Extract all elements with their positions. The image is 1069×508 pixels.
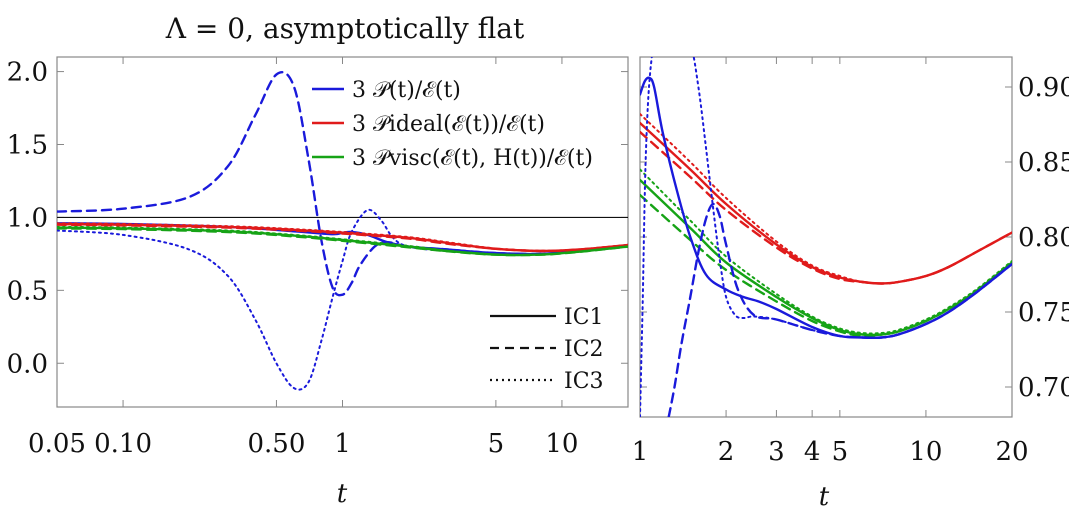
color-legend-label: 3 𝒫ideal(ℰ(t))/ℰ(t) [352, 112, 545, 137]
y-tick-label: 1.5 [7, 131, 48, 161]
x-tick-label: 10 [909, 437, 942, 467]
x-tick-label: 0.50 [247, 429, 305, 459]
series-line-0 [640, 121, 1012, 285]
left-panel: 0.05 0.10 0.50 1 5 10 0.0 0.5 1.0 1.5 2.0 3 𝒫(t)/ℰ… [7, 56, 629, 459]
y-tick-label: 1.0 [7, 203, 48, 233]
left-x-axis-label: t [337, 479, 348, 508]
series-line-7 [57, 227, 628, 257]
x-tick-label: 20 [995, 437, 1028, 467]
color-legend: 3 𝒫(t)/ℰ(t) 3 𝒫ideal(ℰ(t))/ℰ(t) 3 𝒫visc(ℰ(… [312, 78, 593, 171]
series-line-5 [640, 168, 1012, 335]
x-tick-label: 0.10 [94, 429, 152, 459]
y-tick-label: 0.5 [7, 276, 48, 306]
y-tick-label: 2.0 [7, 58, 48, 88]
series-line-2 [57, 208, 628, 391]
series-line-4 [57, 223, 628, 253]
x-tick-label: 1 [334, 429, 351, 459]
x-tick-label: 10 [545, 429, 578, 459]
series-line-1 [57, 71, 628, 297]
color-legend-label: 3 𝒫(t)/ℰ(t) [352, 78, 461, 103]
y-tick-label: 0.80 [1018, 223, 1069, 253]
y-tick-label: 0.90 [1018, 73, 1069, 103]
x-tick-label: 5 [832, 437, 849, 467]
right-series-group [640, 57, 1012, 417]
series-line-8 [57, 225, 628, 256]
series-line-3 [640, 178, 1012, 337]
x-tick-label: 1 [632, 437, 649, 467]
style-legend-label: IC3 [564, 369, 604, 394]
style-legend: IC1 IC2 IC3 [490, 305, 604, 394]
right-ticks: 1 2 3 4 5 10 20 0.70 0.75 0.80 0.85 0.90 [632, 57, 1069, 467]
x-tick-label: 4 [804, 437, 821, 467]
series-line-4 [640, 193, 1012, 338]
series-line-2 [640, 113, 1012, 285]
style-legend-label: IC1 [564, 305, 604, 330]
style-legend-label: IC2 [564, 337, 604, 362]
right-plot-frame [639, 56, 1013, 418]
right-panel: 1 2 3 4 5 10 20 0.70 0.75 0.80 0.85 0.90 [632, 56, 1069, 467]
series-line-8 [640, 57, 1012, 417]
series-line-6 [640, 76, 1012, 339]
series-line-5 [57, 222, 628, 252]
right-x-axis-label: t [819, 482, 830, 508]
y-tick-label: 0.75 [1018, 298, 1069, 328]
x-tick-label: 0.05 [28, 429, 86, 459]
left-series-group [57, 71, 628, 391]
y-tick-label: 0.70 [1018, 373, 1069, 403]
y-tick-label: 0.85 [1018, 148, 1069, 178]
left-panel-title: Λ = 0, asymptotically flat [165, 12, 525, 45]
y-tick-label: 0.0 [7, 349, 48, 379]
color-legend-label: 3 𝒫visc(ℰ(t), H(t))/ℰ(t) [352, 146, 593, 171]
x-tick-label: 5 [488, 429, 505, 459]
x-tick-label: 2 [718, 437, 735, 467]
series-line-7 [667, 202, 1012, 417]
left-ticks: 0.05 0.10 0.50 1 5 10 0.0 0.5 1.0 1.5 2.0 [7, 57, 628, 459]
x-tick-label: 3 [768, 437, 785, 467]
